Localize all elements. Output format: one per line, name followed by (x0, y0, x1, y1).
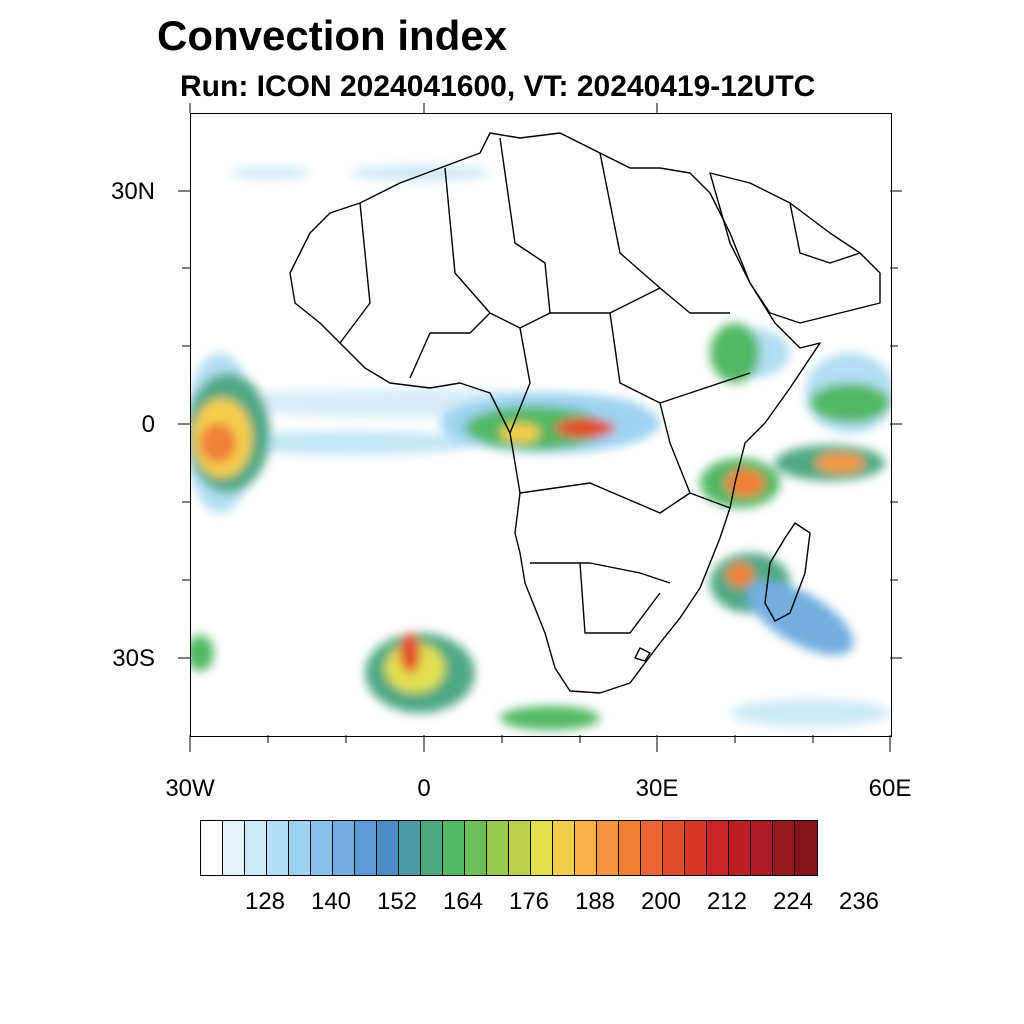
colorbar-swatch (201, 821, 223, 875)
colorbar-label: 140 (310, 888, 352, 915)
colorbar-swatch (333, 821, 355, 875)
colorbar (200, 820, 818, 876)
colorbar-swatch (751, 821, 773, 875)
colorbar-label: 152 (376, 888, 418, 915)
colorbar-swatch (223, 821, 245, 875)
lat-label-30s: 30S (112, 645, 155, 672)
lon-label-60e: 60E (868, 775, 912, 802)
colorbar-swatch (267, 821, 289, 875)
colorbar-swatch (619, 821, 641, 875)
colorbar-swatch (443, 821, 465, 875)
colorbar-swatch (663, 821, 685, 875)
colorbar-swatch (795, 821, 817, 875)
lon-label-0: 0 (417, 775, 431, 802)
colorbar-swatch (575, 821, 597, 875)
colorbar-swatch (773, 821, 795, 875)
colorbar-swatch (487, 821, 509, 875)
lat-label-30n: 30N (110, 178, 155, 205)
convection-field (190, 165, 892, 730)
lon-label-30e: 30E (635, 775, 679, 802)
colorbar-swatch (509, 821, 531, 875)
colorbar-swatch (421, 821, 443, 875)
colorbar-swatch (641, 821, 663, 875)
colorbar-label: 128 (244, 888, 286, 915)
colorbar-label: 224 (772, 888, 814, 915)
colorbar-label: 176 (508, 888, 550, 915)
colorbar-swatch (399, 821, 421, 875)
map-area (190, 113, 892, 737)
coastlines (289, 132, 881, 694)
colorbar-swatch (355, 821, 377, 875)
colorbar-swatch (377, 821, 399, 875)
colorbar-swatch (707, 821, 729, 875)
colorbar-swatch (729, 821, 751, 875)
chart-subtitle: Run: ICON 2024041600, VT: 20240419-12UTC (180, 70, 816, 103)
colorbar-swatch (531, 821, 553, 875)
colorbar-label: 200 (640, 888, 682, 915)
colorbar-label: 164 (442, 888, 484, 915)
colorbar-swatch (311, 821, 333, 875)
colorbar-label: 212 (706, 888, 748, 915)
colorbar-swatch (685, 821, 707, 875)
lat-label-0: 0 (141, 411, 155, 438)
colorbar-label: 188 (574, 888, 616, 915)
colorbar-swatch (597, 821, 619, 875)
colorbar-swatch (553, 821, 575, 875)
colorbar-label: 236 (838, 888, 880, 915)
chart-title: Convection index (157, 12, 508, 59)
lon-label-30w: 30W (165, 775, 215, 802)
colorbar-swatch (289, 821, 311, 875)
colorbar-swatch (465, 821, 487, 875)
map-svg (190, 132, 892, 730)
colorbar-swatch (245, 821, 267, 875)
